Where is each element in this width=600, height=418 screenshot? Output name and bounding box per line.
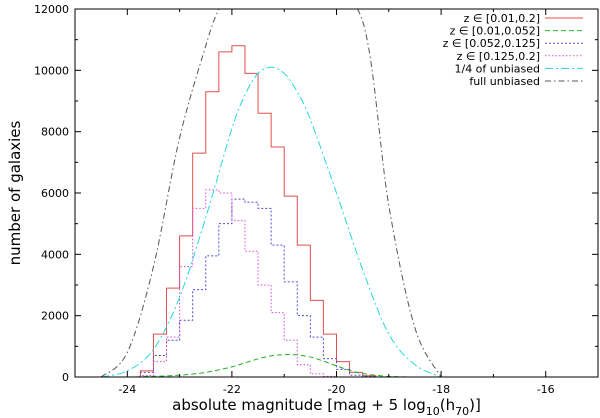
series-line-6 xyxy=(100,9,442,377)
series-line-5 xyxy=(101,66,442,377)
legend-label: 1/4 of unbiased xyxy=(454,62,540,75)
x-tick-label: -18 xyxy=(432,383,450,396)
legend: z ∈ [0.01,0.2]z ∈ [0.01,0.052]z ∈ [0.052… xyxy=(443,12,583,88)
x-axis-label-subscript: 70 xyxy=(455,405,469,418)
legend-label: z ∈ [0.01,0.2] xyxy=(464,12,540,25)
x-axis-label-subscript: 10 xyxy=(426,405,440,418)
x-axis-label-part: )] xyxy=(469,396,481,414)
series-layer xyxy=(100,9,442,377)
ticks-layer: -24 -22 -20 -18 -16 0 2000 4000 6000 8000 10000 120… xyxy=(34,3,599,396)
x-tick-label: -20 xyxy=(328,383,346,396)
x-tick-label: -24 xyxy=(118,383,136,396)
series-line-2 xyxy=(127,354,415,377)
y-tick-label: 6000 xyxy=(41,187,69,200)
series-line-1 xyxy=(139,45,377,377)
y-tick-label: 8000 xyxy=(41,126,69,139)
x-axis-label: absolute magnitude [mag + 5 log10(h70)] xyxy=(172,396,481,418)
y-tick-label: 2000 xyxy=(41,310,69,323)
x-axis-label-part: absolute magnitude [mag + 5 log xyxy=(172,396,426,414)
x-tick-label: -16 xyxy=(537,383,555,396)
legend-label: full unbiased xyxy=(469,75,540,88)
y-tick-label: 10000 xyxy=(34,64,69,77)
legend-label: z ∈ [0.125,0.2] xyxy=(457,50,540,63)
x-axis-label-part: (h xyxy=(440,396,455,414)
y-tick-label: 0 xyxy=(62,371,69,384)
legend-label: z ∈ [0.052,0.125] xyxy=(443,37,540,50)
y-tick-label: 12000 xyxy=(34,3,69,16)
x-tick-label: -22 xyxy=(223,383,241,396)
series-line-4 xyxy=(139,189,376,377)
y-tick-label: 4000 xyxy=(41,248,69,261)
series-line-3 xyxy=(139,198,377,377)
legend-label: z ∈ [0.01,0.052] xyxy=(450,25,540,38)
y-axis-label: number of galaxies xyxy=(6,120,24,265)
